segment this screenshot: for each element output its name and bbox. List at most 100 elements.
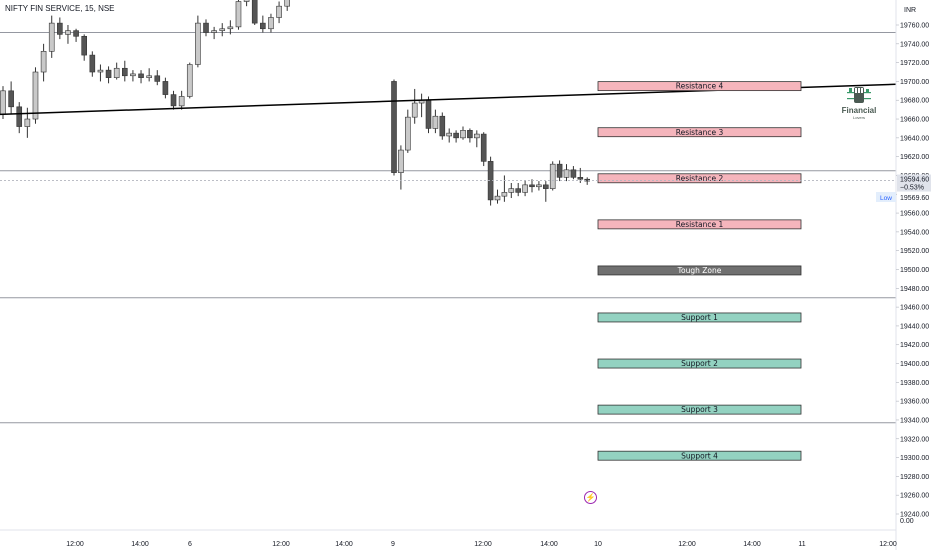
candle	[515, 182, 522, 197]
candle	[40, 43, 47, 82]
candle-body	[203, 22, 209, 33]
zone-label: Support 2	[681, 359, 718, 368]
candle-body	[439, 115, 446, 137]
y-tick-label: 19320.00	[900, 436, 929, 443]
candle-body	[24, 118, 31, 127]
zone-box[interactable]	[597, 127, 802, 138]
time-axis[interactable]: 12:00 14:00 6 12:00 14:00 9 12:00 14:00 10 12:00 1…	[66, 541, 897, 548]
candle	[473, 130, 480, 148]
zone-box[interactable]	[597, 173, 802, 184]
zone-support[interactable]: Support 2	[597, 358, 802, 369]
x-tick-label: 14:00	[743, 541, 761, 548]
y-tick-label: 19500.00	[900, 267, 929, 274]
candle-body	[577, 177, 584, 180]
candle-body	[186, 64, 193, 97]
candle-body	[529, 184, 535, 188]
zone-box[interactable]	[597, 219, 802, 230]
y-tick-label: 19680.00	[900, 98, 929, 105]
zone-box[interactable]	[597, 265, 802, 276]
candle-body	[453, 132, 459, 139]
zone-resistance[interactable]: Resistance 2	[597, 173, 802, 184]
zone-tough[interactable]: Tough Zone	[597, 265, 802, 276]
candle	[219, 23, 226, 37]
price-change: −0.53%	[900, 185, 924, 192]
zone-support[interactable]: Support 1	[597, 312, 802, 323]
price-axis[interactable]: 19760.00 19740.00 19720.00 19700.00 19680.00…	[896, 23, 929, 526]
candle	[73, 28, 79, 42]
candle-body	[260, 22, 266, 30]
candle	[425, 96, 432, 134]
y-tick-label: 19760.00	[900, 23, 929, 30]
x-tick-label: 12:00	[474, 541, 492, 548]
candle-body	[536, 184, 542, 188]
candle-body	[16, 106, 23, 127]
y-tick-label: 19360.00	[900, 399, 929, 406]
candle	[146, 68, 152, 82]
zone-box[interactable]	[597, 312, 802, 323]
y-tick-label: 19620.00	[900, 154, 929, 161]
y-tick-label: 19280.00	[900, 474, 929, 481]
zone-box[interactable]	[597, 81, 802, 92]
candle	[391, 79, 397, 176]
zone-label: Resistance 3	[676, 128, 724, 137]
y-tick-label: 19340.00	[900, 417, 929, 424]
candle-body	[284, 0, 291, 7]
y-tick-label: 19640.00	[900, 135, 929, 142]
y-tick-label: 19520.00	[900, 248, 929, 255]
x-tick-label: 12:00	[66, 541, 84, 548]
zone-label: Resistance 4	[676, 82, 724, 91]
candle	[529, 179, 535, 193]
zone-box[interactable]	[597, 358, 802, 369]
candle-body	[515, 188, 522, 193]
y-tick-label: 19420.00	[900, 342, 929, 349]
candle	[542, 181, 549, 202]
candle-body	[32, 71, 39, 120]
candle-body	[40, 51, 47, 73]
zone-box[interactable]	[597, 404, 802, 415]
candle	[411, 88, 418, 124]
candle	[570, 166, 577, 180]
candle	[284, 0, 291, 11]
candle	[105, 66, 112, 84]
x-tick-label: 14:00	[131, 541, 149, 548]
zone-resistance[interactable]: Resistance 1	[597, 219, 802, 230]
candle	[203, 19, 209, 37]
x-tick-label: 12:00	[879, 541, 897, 548]
currency-label: INR	[904, 7, 916, 14]
y-tick-label: 19400.00	[900, 361, 929, 368]
candle	[211, 26, 217, 40]
zone-label: Support 4	[681, 451, 718, 460]
candle-body	[195, 22, 201, 65]
candle	[186, 62, 193, 99]
candle	[260, 15, 266, 33]
fist-logo-icon	[847, 87, 871, 103]
y-tick-label: 19300.00	[900, 455, 929, 462]
candle	[439, 112, 446, 140]
candle-body	[251, 0, 258, 24]
candle-body	[89, 54, 96, 73]
candle	[170, 90, 177, 110]
zone-resistance[interactable]: Resistance 4	[597, 81, 802, 92]
candle-body	[178, 96, 185, 107]
y-tick-label: 19740.00	[900, 41, 929, 48]
lightning-icon[interactable]: ⚡	[584, 491, 597, 504]
zone-support[interactable]: Support 4	[597, 450, 802, 461]
symbol-title[interactable]: NIFTY FIN SERVICE, 15, NSE	[5, 4, 115, 13]
candle-body	[130, 73, 136, 77]
candle	[154, 70, 161, 86]
zone-resistance[interactable]: Resistance 3	[597, 127, 802, 138]
zone-box[interactable]	[597, 450, 802, 461]
candle	[494, 189, 501, 204]
zone-support[interactable]: Support 3	[597, 404, 802, 415]
x-tick-label: 11	[798, 541, 805, 548]
logo-sub: Lovers	[852, 115, 865, 120]
zone-label: Support 1	[681, 313, 718, 322]
candle	[89, 51, 96, 77]
x-tick-label: 10	[594, 541, 602, 548]
x-tick-label: 12:00	[272, 541, 290, 548]
candle	[122, 60, 128, 82]
candle-body	[556, 163, 563, 178]
candle	[276, 1, 282, 24]
candle	[563, 164, 570, 182]
